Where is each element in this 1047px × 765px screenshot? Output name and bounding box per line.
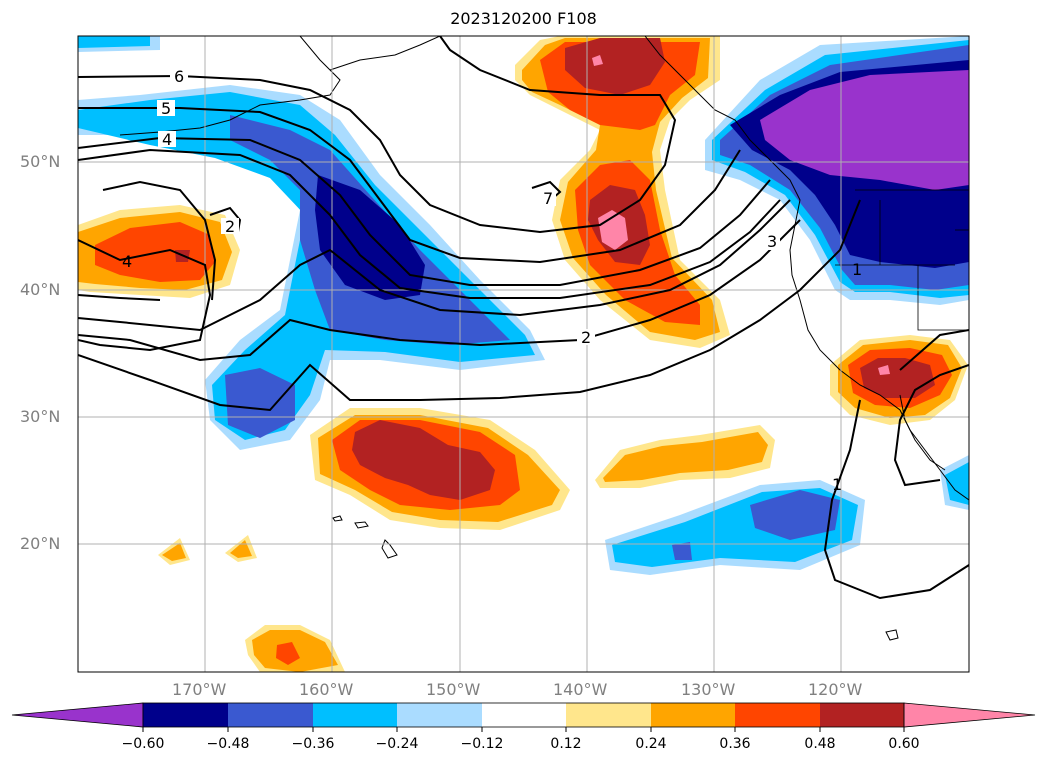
colorbar-swatch [566,703,651,727]
colorbar-tick-label: −0.36 [291,736,335,752]
lon-label-170w: 170°W [172,680,227,699]
colorbar [11,702,1036,732]
colorbar-swatch [820,703,904,727]
colorbar-swatch [735,703,820,727]
contour-label: 4 [122,252,132,271]
lon-label-150w: 150°W [426,680,481,699]
colorbar-swatch [143,703,228,727]
contour-label-group: 6 5 4 2 4 7 3 2 1 1 [122,67,862,494]
contour-label: 7 [543,189,553,208]
colorbar-tick-label: 0.48 [804,736,836,752]
map-title: 2023120200 F108 [450,9,597,28]
colorbar-min-extend [11,702,144,728]
contour-label: 3 [767,232,777,251]
colorbar-swatch [228,703,313,727]
gridlines [78,36,969,672]
contour-label: 6 [174,67,184,86]
contour-label: 2 [581,328,591,347]
lat-label-50n: 50°N [20,152,61,171]
contour-lines [78,36,969,600]
colorbar-tick-label: 0.24 [635,736,667,752]
colorbar-tick-label: 0.36 [719,736,751,752]
contour-label: 4 [162,130,172,149]
colorbar-tick-label: −0.24 [375,736,419,752]
colorbar-tick-label: −0.48 [206,736,250,752]
lon-label-130w: 130°W [681,680,736,699]
colorbar-swatch [397,703,482,727]
colorbar-tick-label: 0.12 [550,736,582,752]
lat-label-20n: 20°N [20,534,61,553]
lat-label-40n: 40°N [20,280,61,299]
colorbar-tick-label: 0.60 [888,736,920,752]
colorbar-max-extend [903,702,1036,728]
colorbar-swatch [651,703,735,727]
contour-label: 1 [832,475,842,494]
colorbar-tick-label: −0.12 [460,736,504,752]
political-boundaries [835,189,969,331]
contour-label: 5 [161,99,171,118]
lon-label-160w: 160°W [299,680,354,699]
lat-label-30n: 30°N [20,407,61,426]
colorbar-swatch [482,703,566,727]
lon-label-120w: 120°W [808,680,863,699]
contour-label: 1 [852,260,862,279]
colorbar-swatch [313,703,397,727]
lon-label-140w: 140°W [553,680,608,699]
contour-label: 2 [225,217,235,236]
colorbar-tick-label: −0.60 [121,736,165,752]
